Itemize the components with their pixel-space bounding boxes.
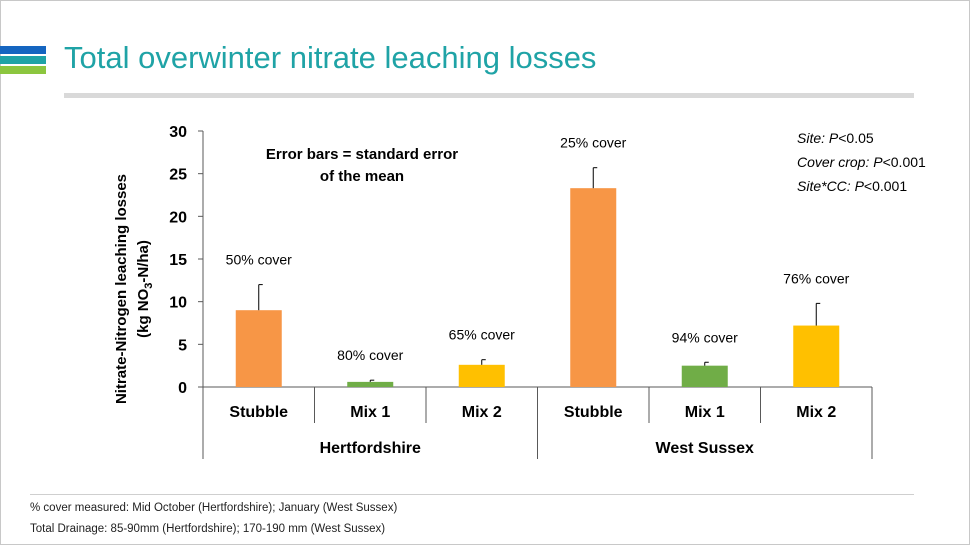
footnote-drainage: Total Drainage: 85-90mm (Hertfordshire);… bbox=[30, 523, 386, 535]
x-tick-label: Mix 2 bbox=[796, 404, 836, 421]
bar bbox=[235, 310, 282, 387]
bar bbox=[681, 365, 728, 387]
cover-label: 50% cover bbox=[226, 252, 292, 268]
cover-label: 80% cover bbox=[337, 347, 403, 363]
logo-stripe-teal bbox=[0, 56, 46, 64]
x-tick-label: Stubble bbox=[229, 404, 288, 421]
cover-label: 65% cover bbox=[449, 327, 515, 343]
group-label: Hertfordshire bbox=[320, 440, 421, 457]
x-tick-label: Mix 2 bbox=[462, 404, 502, 421]
x-tick-label: Stubble bbox=[564, 404, 623, 421]
cover-label: 25% cover bbox=[560, 135, 626, 151]
error-bar-annotation: of the mean bbox=[320, 168, 404, 185]
y-axis-units: (kg NO3-N/ha) bbox=[135, 240, 155, 338]
y-axis-title: Nitrate-Nitrogen leaching losses bbox=[113, 174, 130, 404]
y-tick-label: 5 bbox=[178, 337, 187, 354]
title-divider bbox=[64, 93, 914, 98]
cover-label: 94% cover bbox=[672, 329, 738, 345]
y-tick-label: 10 bbox=[169, 295, 187, 312]
bar bbox=[570, 188, 617, 387]
stat-line: Cover crop: P<0.001 bbox=[797, 154, 926, 170]
y-tick-label: 15 bbox=[169, 252, 187, 269]
y-tick-label: 0 bbox=[178, 380, 187, 397]
y-tick-label: 25 bbox=[169, 167, 187, 184]
bar bbox=[793, 325, 840, 387]
y-tick-label: 30 bbox=[169, 124, 187, 141]
x-tick-label: Mix 1 bbox=[350, 404, 390, 421]
logo-stripe-blue bbox=[0, 46, 46, 54]
error-bar-annotation: Error bars = standard error bbox=[266, 146, 458, 163]
footnote-cover: % cover measured: Mid October (Hertfords… bbox=[30, 502, 398, 514]
stat-line: Site: P<0.05 bbox=[797, 130, 874, 146]
cover-label: 76% cover bbox=[783, 270, 849, 286]
x-tick-label: Mix 1 bbox=[685, 404, 725, 421]
logo-stripes bbox=[0, 46, 46, 76]
bar bbox=[458, 364, 505, 387]
bar bbox=[347, 381, 394, 387]
y-tick-label: 20 bbox=[169, 209, 187, 226]
slide-title: Total overwinter nitrate leaching losses bbox=[64, 40, 597, 75]
group-label: West Sussex bbox=[656, 440, 755, 457]
logo-stripe-green bbox=[0, 66, 46, 74]
footer-divider bbox=[30, 494, 914, 495]
stat-line: Site*CC: P<0.001 bbox=[797, 178, 907, 194]
